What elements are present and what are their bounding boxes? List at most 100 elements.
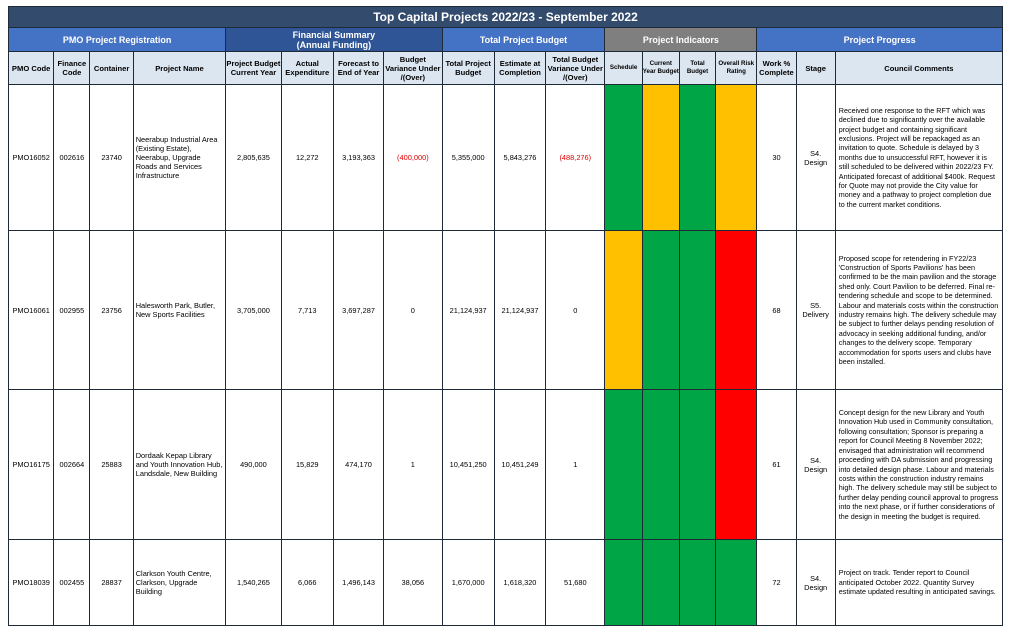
report-container: Top Capital Projects 2022/23 - September… bbox=[7, 6, 1004, 626]
budget-variance-cell: 0 bbox=[383, 230, 443, 390]
total-budget-indicator bbox=[678, 230, 717, 390]
group-project-indicators: Project Indicators bbox=[604, 27, 758, 52]
total-budget-cell: 1,670,000 bbox=[441, 539, 495, 626]
budget-current-cell: 3,705,000 bbox=[225, 230, 282, 390]
total-budget-cell: 10,451,250 bbox=[441, 389, 495, 540]
overall-risk-indicator bbox=[715, 230, 758, 390]
container-cell: 28837 bbox=[89, 539, 134, 626]
council-comments-cell: Proposed scope for retendering in FY22/2… bbox=[834, 230, 1004, 390]
col-total-budget-variance: Total Budget Variance Under /(Over) bbox=[545, 51, 606, 85]
overall-risk-indicator bbox=[715, 84, 758, 231]
budget-variance-cell: 38,056 bbox=[383, 539, 443, 626]
work-complete-cell: 30 bbox=[756, 84, 797, 231]
finance-code-cell: 002455 bbox=[53, 539, 91, 626]
council-comments-cell: Received one response to the RFT which w… bbox=[834, 84, 1004, 231]
col-budget-variance: Budget Variance Under /(Over) bbox=[383, 51, 443, 85]
budget-current-cell: 490,000 bbox=[225, 389, 282, 540]
estimate-cell: 1,618,320 bbox=[493, 539, 547, 626]
schedule-indicator bbox=[604, 539, 643, 626]
current-year-budget-indicator bbox=[641, 84, 680, 231]
col-schedule: Schedule bbox=[604, 51, 643, 85]
schedule-indicator bbox=[604, 389, 643, 540]
col-work-complete: Work % Complete bbox=[756, 51, 797, 85]
group-project-progress: Project Progress bbox=[756, 27, 1003, 52]
container-cell: 23740 bbox=[89, 84, 134, 231]
col-budget-current-year: Project Budget Current Year bbox=[225, 51, 282, 85]
forecast-cell: 1,496,143 bbox=[332, 539, 385, 626]
total-variance-cell: 0 bbox=[545, 230, 606, 390]
col-estimate-at-completion: Estimate at Completion bbox=[493, 51, 547, 85]
col-total-project-budget: Total Project Budget bbox=[441, 51, 495, 85]
container-cell: 23756 bbox=[89, 230, 134, 390]
project-name-cell: Neerabup Industrial Area (Existing Estat… bbox=[132, 84, 227, 231]
project-name-cell: Clarkson Youth Centre, Clarkson, Upgrade… bbox=[132, 539, 227, 626]
project-name-cell: Halesworth Park, Butler, New Sports Faci… bbox=[132, 230, 227, 390]
finance-code-cell: 002955 bbox=[53, 230, 91, 390]
table-row: PMO18039 002455 28837 Clarkson Youth Cen… bbox=[7, 539, 1004, 626]
pmo-code-cell: PMO18039 bbox=[7, 539, 55, 626]
report-title: Top Capital Projects 2022/23 - September… bbox=[8, 6, 1003, 28]
total-variance-cell: 51,680 bbox=[545, 539, 606, 626]
work-complete-cell: 68 bbox=[756, 230, 797, 390]
current-year-budget-indicator bbox=[641, 230, 680, 390]
group-financial-summary: Financial Summary (Annual Funding) bbox=[225, 27, 443, 52]
overall-risk-indicator bbox=[715, 389, 758, 540]
table-row: PMO16061 002955 23756 Halesworth Park, B… bbox=[7, 230, 1004, 390]
finance-code-cell: 002664 bbox=[53, 389, 91, 540]
budget-variance-cell: 1 bbox=[383, 389, 443, 540]
col-project-name: Project Name bbox=[132, 51, 227, 85]
project-name-cell: Dordaak Kepap Library and Youth Innovati… bbox=[132, 389, 227, 540]
work-complete-cell: 61 bbox=[756, 389, 797, 540]
budget-current-cell: 1,540,265 bbox=[225, 539, 282, 626]
col-container: Container bbox=[89, 51, 134, 85]
council-comments-cell: Concept design for the new Library and Y… bbox=[834, 389, 1004, 540]
estimate-cell: 5,843,276 bbox=[493, 84, 547, 231]
stage-cell: S4. Design bbox=[795, 389, 836, 540]
council-comments-cell: Project on track. Tender report to Counc… bbox=[834, 539, 1004, 626]
forecast-cell: 3,697,287 bbox=[332, 230, 385, 390]
col-overall-risk-rating: Overall Risk Rating bbox=[715, 51, 758, 85]
pmo-code-cell: PMO16052 bbox=[7, 84, 55, 231]
total-budget-indicator bbox=[678, 389, 717, 540]
finance-code-cell: 002616 bbox=[53, 84, 91, 231]
schedule-indicator bbox=[604, 84, 643, 231]
estimate-cell: 10,451,249 bbox=[493, 389, 547, 540]
total-variance-cell: (488,276) bbox=[545, 84, 606, 231]
actual-expenditure-cell: 12,272 bbox=[280, 84, 334, 231]
forecast-cell: 3,193,363 bbox=[332, 84, 385, 231]
schedule-indicator bbox=[604, 230, 643, 390]
group-total-project-budget: Total Project Budget bbox=[441, 27, 606, 52]
total-budget-cell: 5,355,000 bbox=[441, 84, 495, 231]
total-budget-indicator bbox=[678, 84, 717, 231]
estimate-cell: 21,124,937 bbox=[493, 230, 547, 390]
pmo-code-cell: PMO16061 bbox=[7, 230, 55, 390]
col-pmo-code: PMO Code bbox=[7, 51, 55, 85]
table-row: PMO16052 002616 23740 Neerabup Industria… bbox=[7, 84, 1004, 231]
actual-expenditure-cell: 7,713 bbox=[280, 230, 334, 390]
col-current-year-budget: Current Year Budget bbox=[641, 51, 680, 85]
total-budget-cell: 21,124,937 bbox=[441, 230, 495, 390]
current-year-budget-indicator bbox=[641, 389, 680, 540]
pmo-code-cell: PMO16175 bbox=[7, 389, 55, 540]
current-year-budget-indicator bbox=[641, 539, 680, 626]
col-actual-expenditure: Actual Expenditure bbox=[280, 51, 334, 85]
overall-risk-indicator bbox=[715, 539, 758, 626]
group-pmo-registration: PMO Project Registration bbox=[7, 27, 227, 52]
col-finance-code: Finance Code bbox=[53, 51, 91, 85]
capital-projects-table: Top Capital Projects 2022/23 - September… bbox=[7, 6, 1004, 626]
stage-cell: S4. Design bbox=[795, 539, 836, 626]
actual-expenditure-cell: 6,066 bbox=[280, 539, 334, 626]
total-budget-indicator bbox=[678, 539, 717, 626]
budget-current-cell: 2,805,635 bbox=[225, 84, 282, 231]
total-variance-cell: 1 bbox=[545, 389, 606, 540]
budget-variance-cell: (400,000) bbox=[383, 84, 443, 231]
container-cell: 25883 bbox=[89, 389, 134, 540]
table-row: PMO16175 002664 25883 Dordaak Kepap Libr… bbox=[7, 389, 1004, 540]
stage-cell: S4. Design bbox=[795, 84, 836, 231]
stage-cell: S5. Delivery bbox=[795, 230, 836, 390]
actual-expenditure-cell: 15,829 bbox=[280, 389, 334, 540]
work-complete-cell: 72 bbox=[756, 539, 797, 626]
col-forecast: Forecast to End of Year bbox=[332, 51, 385, 85]
col-council-comments: Council Comments bbox=[834, 51, 1004, 85]
forecast-cell: 474,170 bbox=[332, 389, 385, 540]
